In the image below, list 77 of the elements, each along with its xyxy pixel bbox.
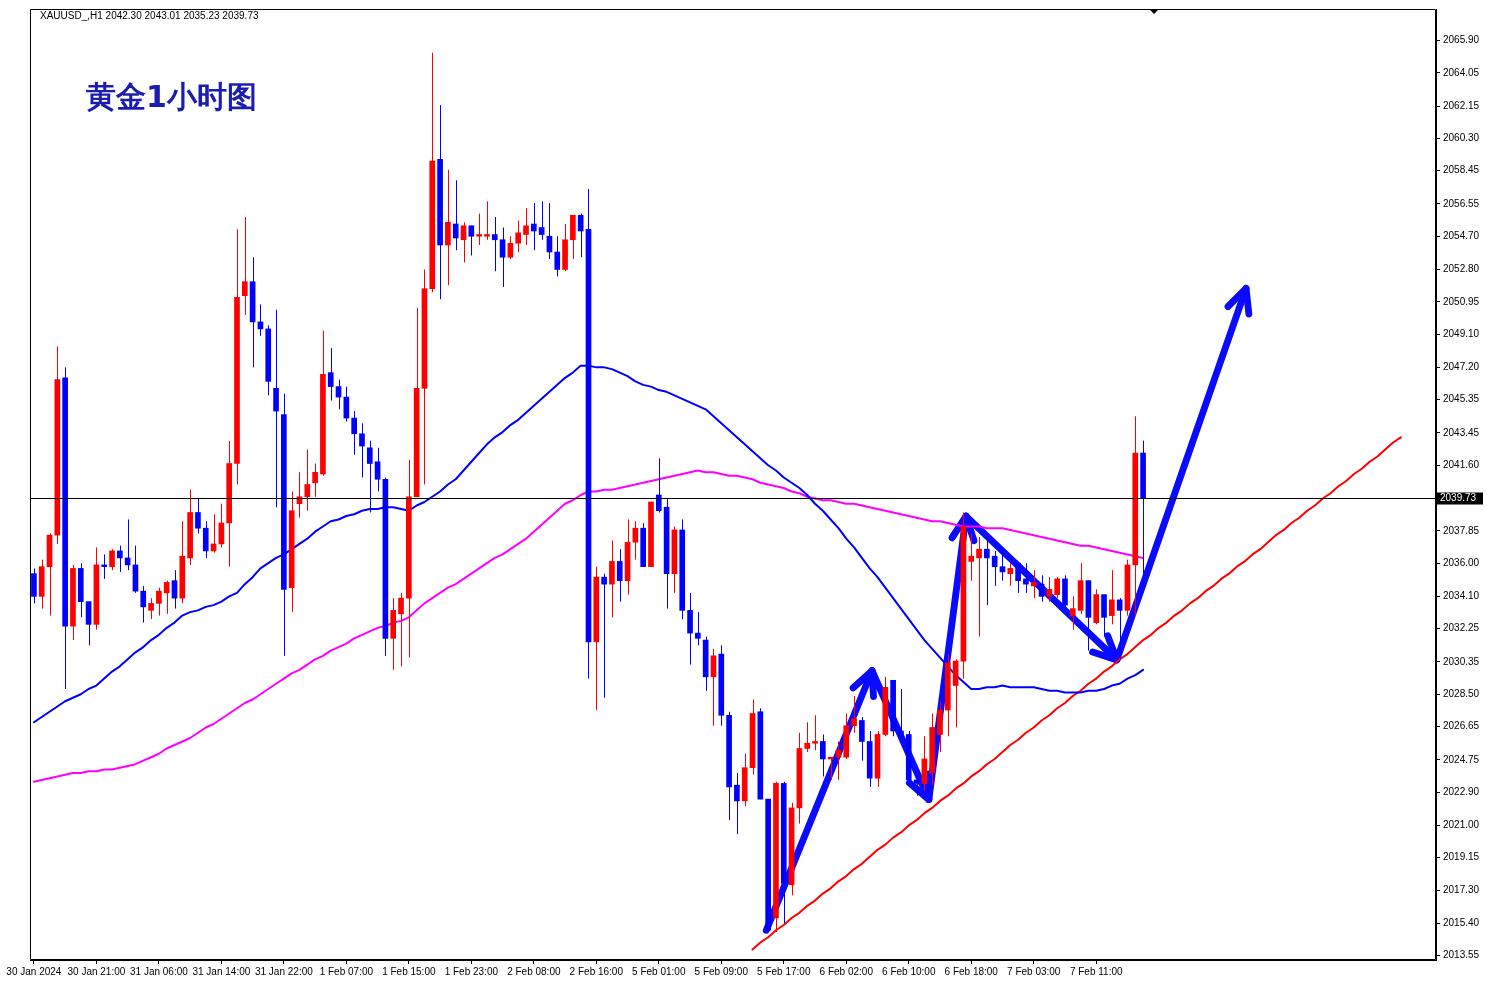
y-tick-label: 2019.15 — [1443, 851, 1480, 863]
y-tick-label: 2043.45 — [1443, 426, 1480, 438]
x-tick-label: 31 Jan 06:00 — [129, 965, 189, 977]
y-tick-label: 2045.35 — [1443, 393, 1480, 405]
x-tick-label: 2 Feb 08:00 — [507, 965, 561, 977]
y-tick-label: 2058.45 — [1443, 164, 1480, 176]
y-tick-label: 2062.15 — [1443, 99, 1480, 111]
x-tick-label: 7 Feb 11:00 — [1069, 965, 1123, 977]
y-tick-label: 2060.30 — [1443, 132, 1480, 144]
x-tick-label: 7 Feb 03:00 — [1007, 965, 1061, 977]
x-tick-label: 5 Feb 01:00 — [632, 965, 686, 977]
candlestick — [1069, 595, 1076, 631]
x-tick-label: 1 Feb 07:00 — [319, 965, 374, 977]
y-tick-label: 2049.10 — [1443, 327, 1480, 339]
ref-line-label: 2039.73 — [1440, 492, 1477, 504]
candlestick — [843, 713, 850, 760]
x-tick-label: 30 Jan 21:00 — [67, 965, 126, 977]
candlestick — [468, 225, 475, 256]
y-tick-label: 2013.55 — [1443, 949, 1480, 961]
candlestick — [866, 730, 873, 788]
candlestick — [491, 216, 498, 272]
y-tick-label: 2047.20 — [1443, 361, 1480, 373]
candlestick — [804, 721, 811, 753]
x-tick-label: 2 Feb 16:00 — [569, 965, 624, 977]
y-tick-label: 2052.80 — [1443, 263, 1480, 275]
x-tick-label: 6 Feb 18:00 — [944, 965, 999, 977]
candlestick — [859, 716, 865, 762]
candlestick — [476, 213, 482, 246]
x-tick-label: 30 Jan 2024 — [6, 965, 62, 977]
x-tick-label: 6 Feb 10:00 — [882, 965, 936, 977]
y-tick-label: 2028.50 — [1443, 688, 1480, 700]
y-tick-label: 2026.65 — [1443, 720, 1480, 732]
candlestick — [390, 597, 397, 671]
x-tick-label: 1 Feb 15:00 — [382, 965, 436, 977]
y-tick-label: 2036.00 — [1443, 556, 1480, 568]
y-tick-label: 2015.40 — [1443, 917, 1480, 929]
x-tick-label: 31 Jan 14:00 — [192, 965, 251, 977]
candlestick — [31, 567, 37, 604]
candlestick — [148, 597, 154, 620]
y-tick-label: 2056.55 — [1443, 197, 1480, 209]
candlestick — [484, 200, 490, 241]
candlestick — [327, 347, 334, 402]
candlestick — [812, 714, 818, 751]
candlestick — [851, 695, 857, 734]
candlestick — [695, 611, 701, 646]
y-tick-label: 2050.95 — [1443, 295, 1480, 307]
x-tick-label: 5 Feb 17:00 — [757, 965, 811, 977]
candlestick — [1101, 594, 1107, 638]
y-tick-label: 2065.90 — [1443, 34, 1480, 46]
candlestick — [562, 223, 568, 272]
candlestick — [898, 688, 904, 739]
y-tick-label: 2034.10 — [1443, 590, 1480, 602]
candlestick — [241, 216, 248, 316]
x-tick-label: 1 Feb 23:00 — [444, 965, 499, 977]
y-tick-label: 2064.05 — [1443, 66, 1480, 78]
candlestick — [523, 207, 529, 246]
y-tick-label: 2041.60 — [1443, 459, 1480, 471]
candlestick — [366, 440, 373, 513]
candlestick — [195, 497, 201, 534]
y-tick-label: 2022.90 — [1443, 785, 1480, 797]
y-tick-label: 2021.00 — [1443, 819, 1480, 831]
candlestick — [515, 220, 522, 253]
candlestick — [968, 532, 975, 582]
y-tick-label: 2017.30 — [1443, 883, 1480, 895]
y-tick-label: 2054.70 — [1443, 230, 1480, 242]
y-tick-label: 2037.85 — [1443, 524, 1480, 536]
text: 黄金1小时图 — [86, 78, 257, 116]
x-tick-label: 5 Feb 09:00 — [694, 965, 749, 977]
candlestick — [1093, 588, 1100, 625]
annotation: XAUUSD_,H1 2042.30 2043.01 2035.23 2039.73 — [40, 10, 259, 21]
x-tick-label: 6 Feb 02:00 — [819, 965, 874, 977]
y-tick-label: 2032.25 — [1443, 622, 1480, 634]
x-tick-label: 31 Jan 22:00 — [254, 965, 314, 977]
y-tick-label: 2024.75 — [1443, 753, 1480, 765]
y-tick-label: 2030.35 — [1443, 655, 1480, 667]
candlestick — [38, 559, 45, 610]
candlestick — [1007, 562, 1014, 587]
